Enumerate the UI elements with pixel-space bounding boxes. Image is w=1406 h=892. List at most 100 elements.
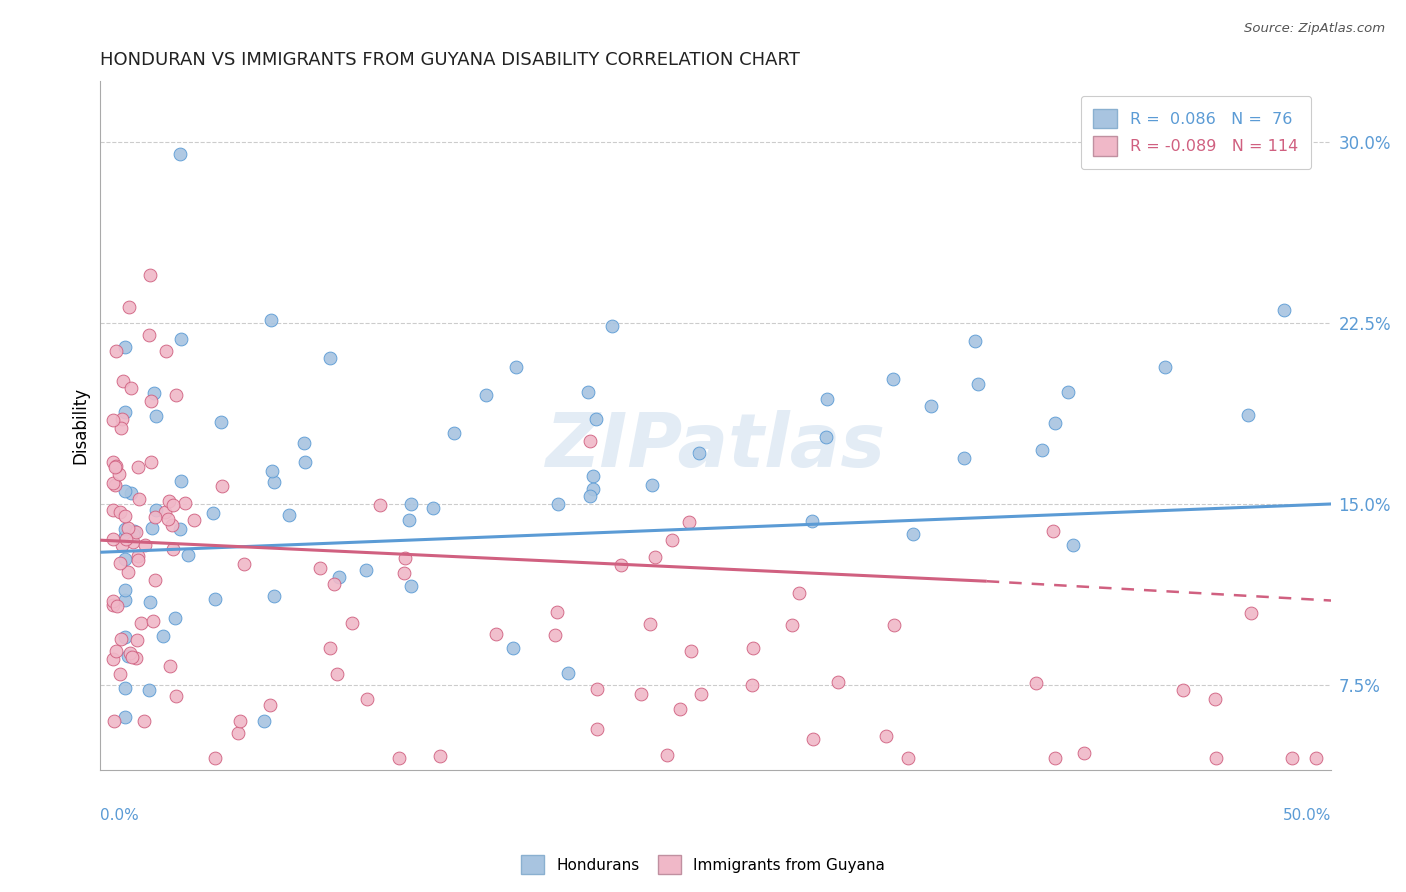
Point [576, 385, 599, 400]
Point [801, 514, 824, 528]
Point [1154, 360, 1177, 375]
Point [105, 344, 128, 359]
Point [263, 590, 285, 604]
Point [125, 651, 148, 665]
Point [742, 641, 765, 656]
Point [125, 524, 148, 539]
Point [170, 332, 193, 346]
Point [921, 399, 943, 413]
Point [325, 667, 347, 681]
Point [401, 579, 423, 593]
Point [232, 557, 254, 571]
Legend: R =  0.086   N =  76, R = -0.089   N = 114: R = 0.086 N = 76, R = -0.089 N = 114 [1081, 96, 1312, 169]
Point [688, 445, 710, 459]
Point [120, 486, 142, 500]
Point [162, 518, 184, 533]
Point [582, 483, 605, 497]
Point [669, 701, 692, 715]
Point [114, 681, 136, 695]
Point [145, 409, 167, 424]
Point [600, 318, 623, 333]
Point [110, 505, 132, 519]
Point [169, 146, 191, 161]
Point [897, 750, 920, 764]
Point [114, 710, 136, 724]
Point [114, 509, 136, 524]
Point [953, 451, 976, 466]
Point [401, 497, 423, 511]
Point [162, 542, 184, 557]
Y-axis label: Disability: Disability [72, 387, 89, 464]
Point [661, 533, 683, 547]
Point [127, 549, 149, 563]
Point [110, 538, 132, 552]
Point [557, 665, 579, 680]
Point [319, 351, 342, 365]
Point [689, 687, 711, 701]
Point [815, 430, 838, 444]
Point [429, 748, 451, 763]
Point [128, 491, 150, 506]
Point [134, 538, 156, 552]
Point [741, 678, 763, 692]
Point [1057, 384, 1080, 399]
Point [101, 455, 124, 469]
Point [678, 516, 700, 530]
Point [484, 627, 506, 641]
Point [114, 405, 136, 419]
Point [292, 436, 315, 450]
Point [277, 508, 299, 523]
Point [169, 522, 191, 536]
Point [142, 614, 165, 628]
Point [328, 570, 350, 584]
Point [108, 467, 131, 481]
Point [122, 527, 145, 541]
Point [114, 630, 136, 644]
Point [114, 522, 136, 536]
Point [582, 469, 605, 483]
Point [101, 598, 124, 612]
Point [443, 425, 465, 440]
Point [422, 500, 444, 515]
Point [157, 512, 180, 526]
Point [204, 750, 226, 764]
Point [1171, 682, 1194, 697]
Point [368, 498, 391, 512]
Point [115, 532, 138, 546]
Point [644, 549, 666, 564]
Point [1073, 746, 1095, 760]
Point [1272, 303, 1295, 318]
Text: HONDURAN VS IMMIGRANTS FROM GUYANA DISABILITY CORRELATION CHART: HONDURAN VS IMMIGRANTS FROM GUYANA DISAB… [100, 51, 800, 69]
Point [101, 532, 124, 546]
Point [1204, 692, 1226, 706]
Point [579, 434, 602, 448]
Point [630, 687, 652, 701]
Point [319, 641, 342, 656]
Point [163, 611, 186, 625]
Point [398, 513, 420, 527]
Point [114, 592, 136, 607]
Point [141, 521, 163, 535]
Point [129, 616, 152, 631]
Point [340, 615, 363, 630]
Point [1205, 750, 1227, 764]
Point [263, 475, 285, 489]
Point [875, 729, 897, 743]
Point [177, 548, 200, 562]
Point [209, 415, 232, 429]
Point [143, 510, 166, 524]
Point [883, 617, 905, 632]
Point [392, 566, 415, 580]
Point [260, 464, 283, 478]
Point [827, 675, 849, 690]
Point [121, 650, 143, 665]
Point [1281, 750, 1303, 764]
Point [110, 632, 132, 647]
Point [294, 455, 316, 469]
Point [114, 529, 136, 543]
Point [103, 460, 125, 475]
Text: 0.0%: 0.0% [100, 808, 139, 823]
Point [354, 563, 377, 577]
Point [229, 714, 252, 728]
Point [139, 455, 162, 469]
